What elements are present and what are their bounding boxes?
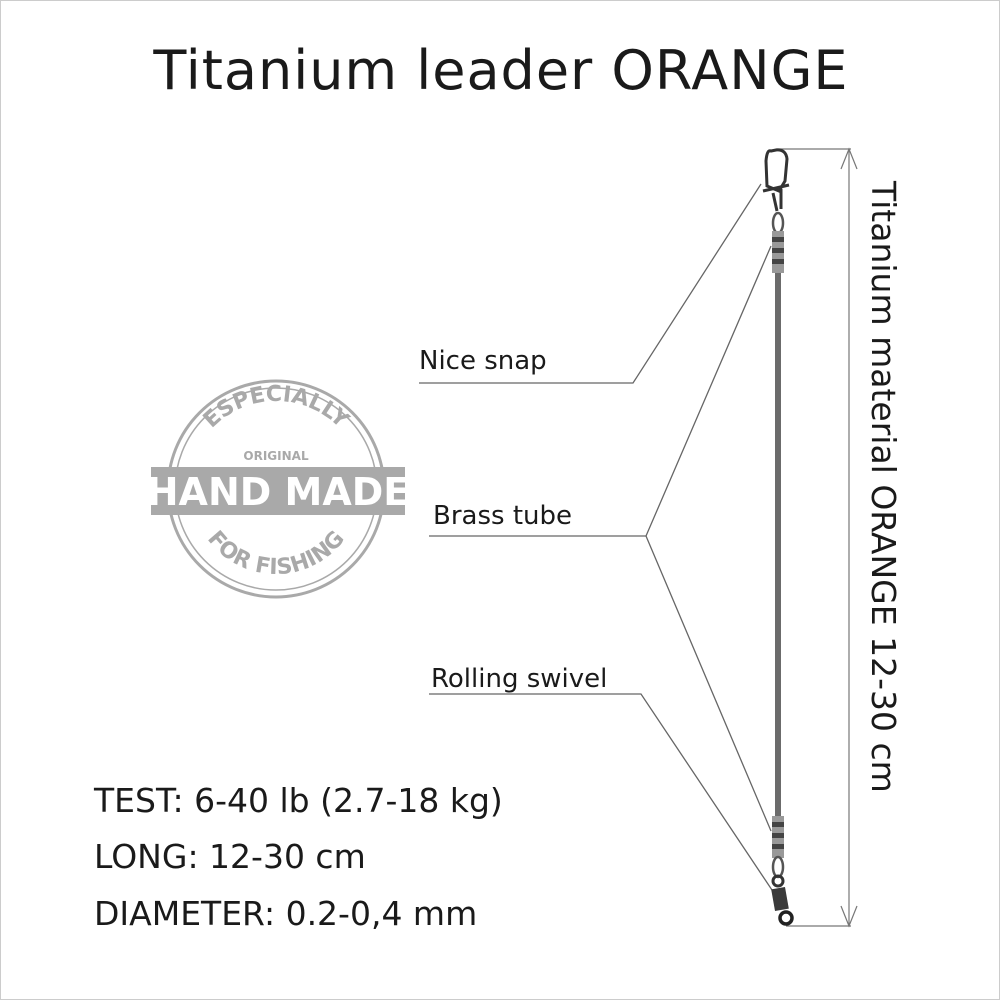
- stamp-bottom-text: FOR FISHING: [202, 526, 349, 580]
- page-title: Titanium leader ORANGE: [153, 39, 849, 102]
- callout-tube: [429, 245, 772, 537]
- stamp-inner-text: ORIGINAL: [243, 449, 309, 463]
- callout-lines: [419, 183, 777, 897]
- callout-snap: [419, 183, 762, 384]
- spec-long: LONG: 12-30 cm: [94, 837, 366, 876]
- label-rolling-swivel: Rolling swivel: [431, 664, 608, 694]
- label-nice-snap: Nice snap: [419, 346, 547, 376]
- snap-icon: [762, 148, 790, 235]
- bottom-brass-tube: [772, 816, 784, 858]
- callout-tube-lower: [645, 535, 772, 832]
- stamp-band-text: HAND MADE: [147, 470, 410, 514]
- titanium-wire: [775, 273, 781, 817]
- rolling-swivel-icon: [771, 855, 794, 926]
- top-brass-tube: [772, 231, 784, 273]
- label-brass-tube: Brass tube: [433, 501, 572, 531]
- stamp-top-text: ESPECIALLY: [199, 382, 354, 434]
- dimension-label: Titanium material ORANGE 12-30 cm: [864, 181, 903, 793]
- spec-diameter: DIAMETER: 0.2-0,4 mm: [94, 894, 478, 933]
- stamp-band: [151, 467, 405, 515]
- dimension-line: [776, 147, 858, 928]
- spec-test: TEST: 6-40 lb (2.7-18 kg): [94, 781, 503, 820]
- hand-made-stamp: ESPECIALLY ORIGINAL HAND MADE FOR FISHIN…: [147, 379, 410, 599]
- callout-swivel: [429, 693, 777, 897]
